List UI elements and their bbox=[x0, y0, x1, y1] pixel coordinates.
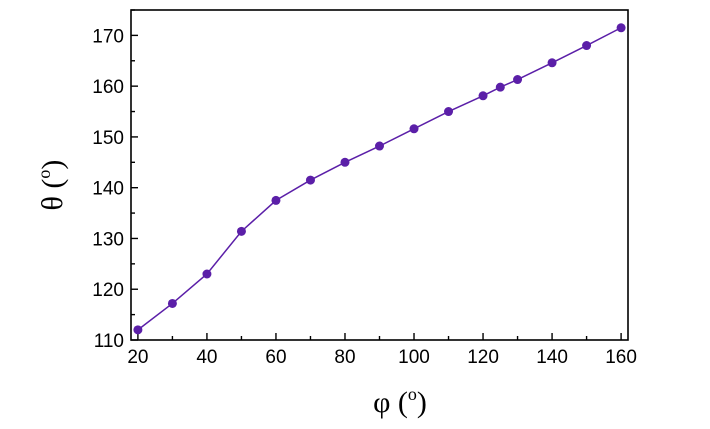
x-tick-label: 160 bbox=[605, 347, 637, 368]
y-tick-label: 170 bbox=[92, 26, 124, 47]
data-point bbox=[167, 298, 177, 308]
x-axis-close-paren: ) bbox=[417, 386, 427, 419]
y-tick-label: 110 bbox=[94, 331, 124, 352]
y-tick-label: 130 bbox=[92, 229, 124, 250]
x-axis-ticks: 20 40 60 80 100 120 140 160 bbox=[127, 333, 637, 368]
x-axis-symbol: φ bbox=[373, 386, 390, 419]
y-axis-unit: o bbox=[34, 170, 54, 179]
y-axis-title: θ (o) bbox=[34, 160, 69, 211]
data-point bbox=[409, 124, 419, 134]
x-tick-label: 140 bbox=[536, 347, 568, 368]
data-point bbox=[582, 41, 592, 51]
y-axis-open-paren: ( bbox=[36, 179, 69, 197]
data-point bbox=[478, 91, 488, 101]
data-point bbox=[271, 195, 281, 205]
data-point bbox=[202, 269, 212, 279]
data-point bbox=[547, 58, 557, 68]
data-point bbox=[340, 157, 350, 167]
y-tick-label: 160 bbox=[92, 77, 124, 98]
data-point bbox=[133, 325, 143, 335]
x-tick-label: 120 bbox=[467, 347, 499, 368]
y-axis-close-paren: ) bbox=[36, 160, 69, 170]
data-point bbox=[513, 75, 523, 85]
data-point bbox=[444, 107, 454, 117]
data-point bbox=[236, 226, 246, 236]
y-axis-symbol: θ bbox=[36, 196, 69, 210]
series-layer bbox=[133, 23, 626, 335]
data-point bbox=[305, 175, 315, 185]
x-axis-unit: o bbox=[408, 384, 417, 404]
x-axis-title: φ (o) bbox=[373, 384, 427, 419]
x-tick-label: 60 bbox=[265, 347, 286, 368]
x-tick-label: 100 bbox=[398, 347, 430, 368]
x-tick-label: 20 bbox=[127, 347, 148, 368]
x-tick-label: 40 bbox=[196, 347, 217, 368]
y-tick-label: 140 bbox=[92, 179, 124, 200]
x-tick-label: 80 bbox=[334, 347, 355, 368]
y-axis-ticks: 110 120 130 140 150 160 170 bbox=[92, 9, 138, 352]
data-point bbox=[616, 23, 626, 33]
data-point bbox=[375, 141, 384, 151]
x-axis-open-paren: ( bbox=[390, 386, 408, 419]
data-point bbox=[495, 82, 505, 92]
series-line bbox=[137, 27, 622, 331]
y-tick-label: 150 bbox=[92, 128, 124, 149]
y-tick-label: 120 bbox=[92, 280, 124, 301]
